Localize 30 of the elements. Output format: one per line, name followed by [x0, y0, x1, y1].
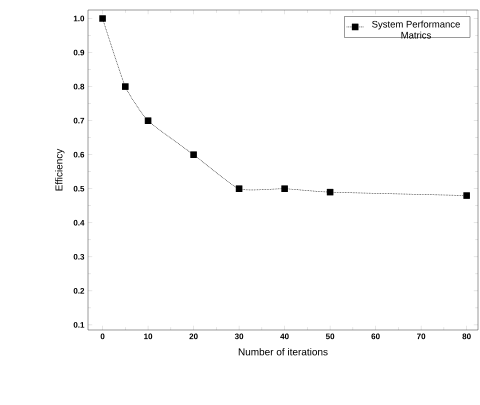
x-tick-label: 50 — [326, 334, 334, 340]
y-tick-label: 1.0 — [74, 16, 84, 22]
point — [326, 188, 334, 196]
x-tick-label: 40 — [280, 334, 289, 340]
y-tick-label: 0.1 — [74, 322, 84, 328]
point — [144, 117, 152, 124]
y-axis-title: Efficiency — [55, 148, 64, 190]
x-tick-label: 20 — [189, 334, 198, 340]
y-tick-label: 0.3 — [74, 254, 84, 260]
x-tick-label: 60 — [371, 334, 380, 340]
x-tick-label: 10 — [144, 334, 152, 340]
y-tick-label: 0.6 — [74, 152, 84, 158]
point — [236, 185, 242, 192]
y-tick-label: 0.5 — [74, 186, 84, 192]
point — [190, 151, 197, 158]
x-tick-label: 30 — [234, 334, 244, 340]
y-tick-label: 0.2 — [74, 288, 84, 294]
y-tick-label: 0.9 — [74, 50, 84, 56]
point — [122, 83, 129, 90]
point — [99, 15, 106, 22]
x-tick-label: 70 — [417, 334, 426, 340]
legend-label: System Performance Matrics — [372, 20, 460, 39]
x-axis-title: Number of iterations — [238, 348, 328, 356]
x-tick-label: 0 — [100, 334, 104, 340]
point — [463, 192, 470, 199]
y-tick-label: 0.8 — [74, 84, 84, 90]
x-tick-label: 80 — [462, 334, 471, 340]
y-tick-label: 0.4 — [74, 220, 84, 226]
point — [281, 185, 288, 192]
y-tick-label: 0.7 — [74, 118, 84, 124]
